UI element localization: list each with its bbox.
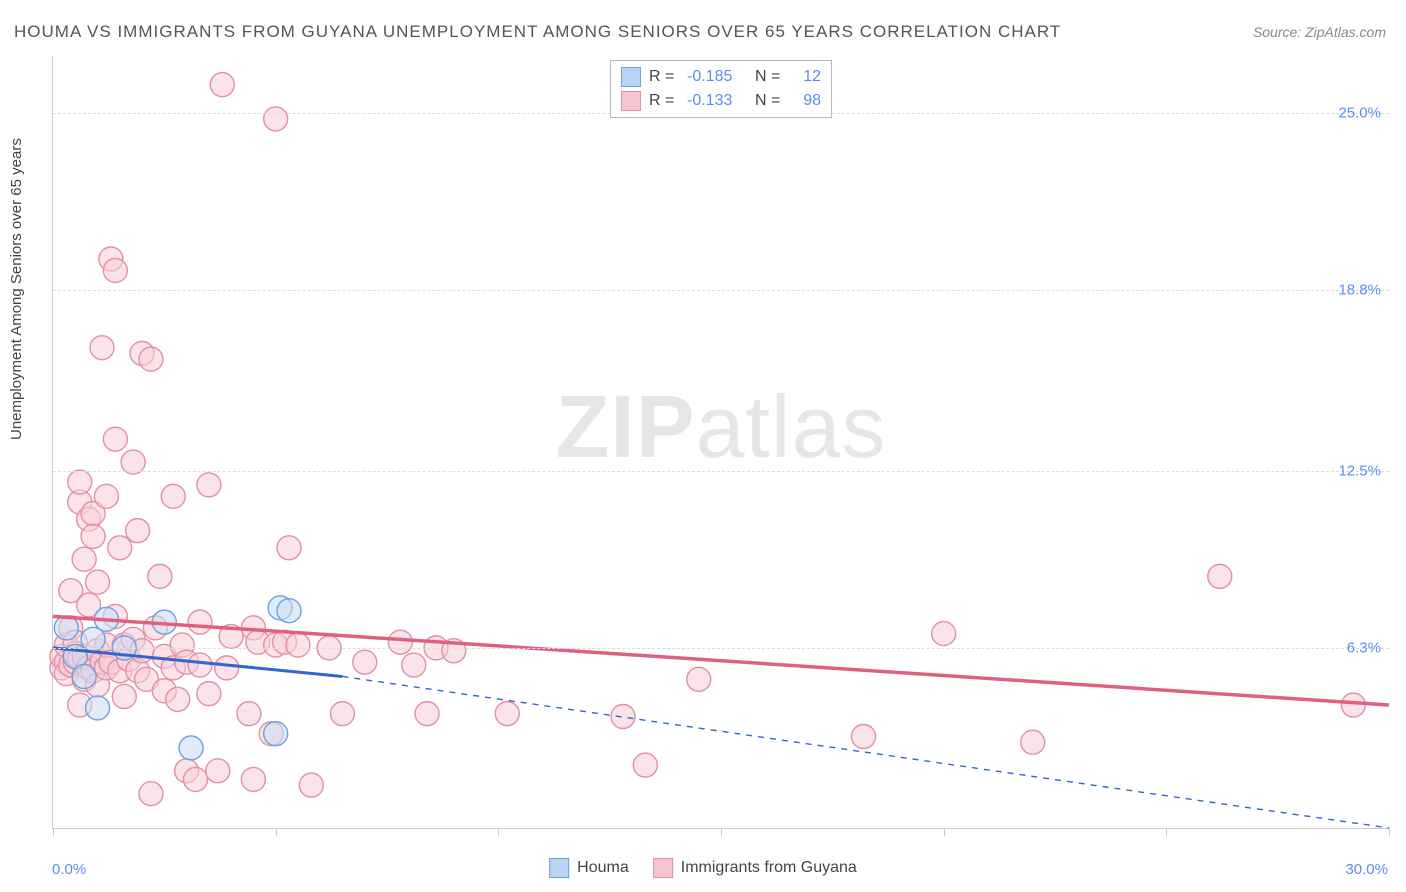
gridline: [53, 471, 1389, 472]
scatter-point: [1021, 730, 1045, 754]
y-tick-label: 12.5%: [1338, 462, 1381, 479]
scatter-point: [1208, 564, 1232, 588]
scatter-point: [148, 564, 172, 588]
scatter-point: [852, 725, 876, 749]
scatter-point: [103, 258, 127, 282]
scatter-point: [241, 767, 265, 791]
scatter-point: [94, 484, 118, 508]
n-value: 98: [793, 92, 821, 110]
x-tick: [276, 828, 277, 836]
scatter-point: [108, 536, 132, 560]
plot-area: ZIPatlas R =-0.185N =12R =-0.133N =98 6.…: [52, 56, 1389, 829]
scatter-point: [299, 773, 323, 797]
scatter-point: [286, 633, 310, 657]
x-tick: [53, 828, 54, 836]
scatter-point: [611, 704, 635, 728]
scatter-point: [161, 484, 185, 508]
legend-swatch: [549, 858, 569, 878]
scatter-point: [139, 347, 163, 371]
n-label: N =: [755, 68, 785, 86]
y-tick-label: 18.8%: [1338, 282, 1381, 299]
chart-title: HOUMA VS IMMIGRANTS FROM GUYANA UNEMPLOY…: [14, 22, 1061, 42]
x-tick: [944, 828, 945, 836]
legend-correlation-row: R = -0.185 N = 12: [621, 65, 821, 89]
scatter-point: [139, 782, 163, 806]
y-axis-label: Unemployment Among Seniors over 65 years: [8, 138, 25, 440]
y-tick-label: 25.0%: [1338, 105, 1381, 122]
x-tick: [498, 828, 499, 836]
r-label: R =: [649, 92, 679, 110]
scatter-point: [188, 610, 212, 634]
scatter-point: [402, 653, 426, 677]
scatter-point: [72, 664, 96, 688]
scatter-point: [353, 650, 377, 674]
scatter-point: [1341, 693, 1365, 717]
scatter-point: [103, 427, 127, 451]
legend-swatch: [621, 67, 641, 87]
legend-correlation: R = -0.185 N = 12 R = -0.133 N = 98: [610, 60, 832, 118]
scatter-point: [277, 536, 301, 560]
scatter-point: [184, 767, 208, 791]
scatter-point: [215, 656, 239, 680]
legend-swatch: [621, 91, 641, 111]
trend-line: [53, 616, 1389, 705]
scatter-point: [687, 667, 711, 691]
scatter-point: [68, 470, 92, 494]
scatter-point: [86, 570, 110, 594]
n-value: 12: [793, 68, 821, 86]
trend-line-dashed: [342, 676, 1389, 828]
scatter-point: [388, 630, 412, 654]
r-value: -0.185: [687, 68, 747, 86]
scatter-point: [197, 682, 221, 706]
scatter-point: [495, 702, 519, 726]
scatter-point: [90, 336, 114, 360]
scatter-point: [166, 687, 190, 711]
legend-series-label: Houma: [577, 859, 629, 877]
legend-swatch: [653, 858, 673, 878]
gridline: [53, 648, 1389, 649]
x-tick: [1389, 828, 1390, 836]
gridline: [53, 290, 1389, 291]
scatter-point: [72, 547, 96, 571]
x-axis-min-label: 0.0%: [52, 861, 86, 878]
n-label: N =: [755, 92, 785, 110]
scatter-point: [126, 519, 150, 543]
scatter-point: [633, 753, 657, 777]
scatter-point: [112, 684, 136, 708]
scatter-point: [86, 696, 110, 720]
x-axis-max-label: 30.0%: [1345, 861, 1388, 878]
scatter-point: [81, 524, 105, 548]
r-value: -0.133: [687, 92, 747, 110]
scatter-point: [206, 759, 230, 783]
legend-correlation-row: R = -0.133 N = 98: [621, 89, 821, 113]
r-label: R =: [649, 68, 679, 86]
scatter-point: [277, 599, 301, 623]
scatter-point: [932, 622, 956, 646]
x-tick: [1166, 828, 1167, 836]
chart-svg: [53, 56, 1389, 828]
y-tick-label: 6.3%: [1347, 639, 1381, 656]
scatter-point: [188, 653, 212, 677]
source-label: Source: ZipAtlas.com: [1253, 24, 1386, 40]
scatter-point: [415, 702, 439, 726]
scatter-point: [210, 73, 234, 97]
legend-series: Houma Immigrants from Guyana: [549, 858, 857, 878]
legend-series-label: Immigrants from Guyana: [681, 859, 857, 877]
scatter-point: [264, 107, 288, 131]
scatter-point: [330, 702, 354, 726]
legend-series-item: Immigrants from Guyana: [653, 858, 857, 878]
x-tick: [721, 828, 722, 836]
scatter-point: [197, 473, 221, 497]
scatter-point: [237, 702, 261, 726]
scatter-point: [264, 722, 288, 746]
legend-series-item: Houma: [549, 858, 629, 878]
scatter-point: [179, 736, 203, 760]
